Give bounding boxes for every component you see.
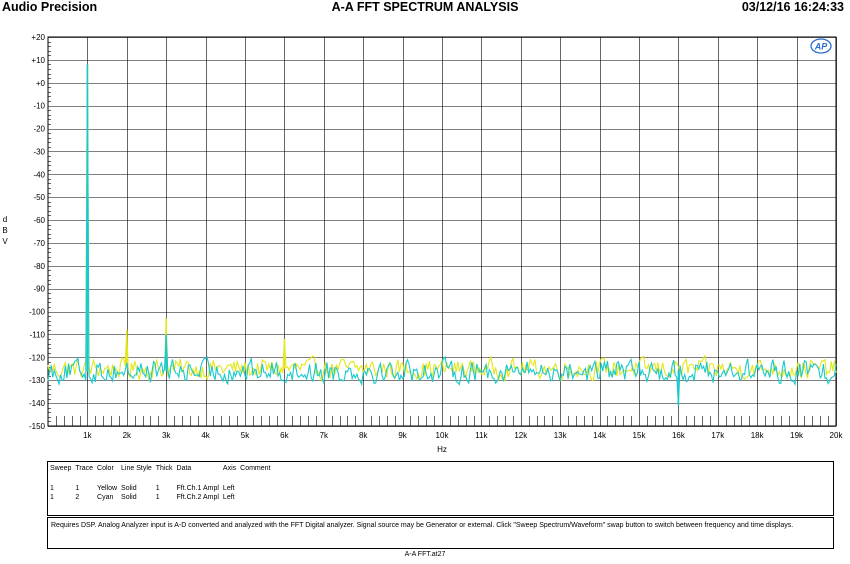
x-tick-label: 10k [436, 431, 450, 440]
x-tick-label: 4k [201, 431, 210, 440]
legend-header: Comment [240, 465, 271, 472]
x-tick-label: 12k [514, 431, 528, 440]
timestamp: 03/12/16 16:24:33 [741, 0, 844, 14]
y-tick-label: -30 [33, 147, 45, 156]
y-tick-label: -60 [33, 216, 45, 225]
legend-header: Color [97, 465, 114, 472]
legend-header: Axis [222, 465, 237, 472]
x-tick-label: 19k [790, 431, 804, 440]
legend-header: Thick [155, 465, 173, 472]
legend-cell: Yellow [97, 485, 118, 492]
series-line-yellow [47, 64, 837, 383]
y-tick-label: -140 [29, 399, 46, 408]
legend-cell: Fft.Ch.2 Ampl [176, 494, 219, 501]
legend-header: Sweep [50, 465, 72, 472]
y-tick-label: +20 [31, 33, 45, 42]
y-tick-label: -70 [33, 239, 45, 248]
page-title: A-A FFT SPECTRUM ANALYSIS [331, 0, 519, 14]
legend-header: Line Style [121, 465, 152, 472]
y-axis-label: d [3, 215, 7, 224]
legend-cell: 1 [50, 494, 54, 501]
logo-text: AP [814, 42, 828, 52]
x-tick-label: 9k [398, 431, 407, 440]
legend-cell: 1 [155, 494, 160, 501]
x-tick-label: 17k [711, 431, 725, 440]
x-tick-label: 20k [830, 431, 844, 440]
x-tick-label: 3k [162, 431, 171, 440]
y-axis-label: V [2, 237, 8, 246]
x-tick-label: 18k [751, 431, 765, 440]
y-tick-label: +10 [31, 56, 45, 65]
trace-legend: Sweep Trace Color Line Style Thick Data … [47, 461, 834, 516]
legend-cell: 2 [75, 494, 80, 501]
legend-cell: Left [222, 494, 235, 501]
legend-cell: Left [222, 485, 235, 492]
y-tick-label: -150 [29, 422, 46, 431]
y-tick-label: -110 [30, 330, 46, 339]
x-tick-label: 7k [320, 431, 329, 440]
fft-chart: +20 +10 +0 -10 -20 -30 -40 -50 -60 -70 -80 -90 -100 -… [2, 33, 844, 454]
legend-cell: 1 [75, 485, 80, 492]
legend-cell: Solid [121, 485, 137, 492]
legend-row: 1 2 Cyan Solid 1 Fft.Ch.2 Ampl Left [50, 494, 275, 503]
legend-header: Data [176, 465, 192, 472]
y-tick-label: -100 [29, 308, 46, 317]
x-axis-label: Hz [437, 445, 447, 454]
x-tick-label: 11k [475, 431, 488, 440]
y-tick-label: -130 [29, 376, 46, 385]
legend-cell: Cyan [97, 494, 114, 501]
y-tick-label: -80 [33, 262, 45, 271]
y-tick-label: -20 [33, 125, 45, 134]
y-tick-label: -90 [33, 285, 45, 294]
brand-label: Audio Precision [2, 0, 98, 14]
x-tick-label: 14k [593, 431, 607, 440]
y-tick-label: -50 [33, 193, 45, 202]
legend-cell [240, 494, 274, 503]
legend-cell: Fft.Ch.1 Ampl [176, 485, 219, 492]
y-tick-label: -40 [33, 170, 45, 179]
legend-header: Trace [75, 465, 94, 472]
x-tick-label: 8k [359, 431, 368, 440]
legend-cell: 1 [50, 485, 54, 492]
legend-cell [240, 485, 274, 494]
ap-logo-icon: AP [810, 38, 832, 54]
y-tick-label: +0 [36, 79, 46, 88]
x-tick-label: 6k [280, 431, 289, 440]
x-tick-label: 16k [672, 431, 686, 440]
legend-cell: 1 [155, 485, 160, 492]
y-tick-label: -10 [33, 102, 45, 111]
legend-cell: Solid [121, 494, 137, 501]
y-axis-label: B [2, 226, 7, 235]
y-tick-label: -120 [29, 353, 46, 362]
x-tick-label: 2k [123, 431, 132, 440]
legend-header-row: Sweep Trace Color Line Style Thick Data … [50, 465, 275, 485]
x-tick-label: 1k [83, 431, 92, 440]
x-tick-label: 15k [633, 431, 647, 440]
file-name: A-A FFT.at27 [404, 551, 446, 558]
x-tick-label: 5k [241, 431, 250, 440]
x-tick-label: 13k [554, 431, 568, 440]
series-line-cyan [47, 64, 837, 406]
legend-row: 1 1 Yellow Solid 1 Fft.Ch.1 Ampl Left [50, 485, 275, 494]
description-note: Requires DSP. Analog Analyzer input is A… [47, 517, 834, 549]
